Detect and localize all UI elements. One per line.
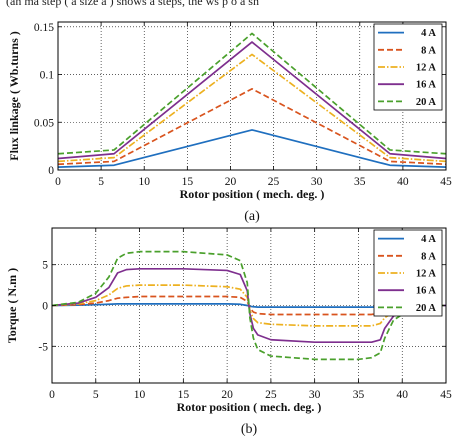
legend-label: 4 A (421, 234, 436, 245)
x-tick-label: 15 (178, 389, 190, 401)
x-tick-label: 45 (440, 389, 452, 401)
x-axis-label: Rotor position ( mech. deg. ) (180, 187, 325, 201)
x-tick-label: 25 (268, 176, 280, 188)
legend: 4 A 8 A 12 A 16 A 20 A (373, 229, 443, 317)
legend-box (373, 229, 443, 317)
legend-label: 16 A (416, 80, 437, 91)
series-line-12a (52, 284, 446, 327)
x-tick-label: 5 (98, 176, 104, 188)
legend-label: 16 A (416, 286, 437, 297)
x-tick-label: 25 (265, 389, 277, 401)
legend-label: 12 A (416, 269, 437, 280)
panel-label: (a) (244, 209, 260, 224)
plot-frame (57, 21, 447, 171)
series-line-8a (58, 87, 446, 166)
y-tick-label: 0.15 (34, 22, 54, 34)
legend-label: 8 A (421, 45, 436, 56)
x-tick-label: 0 (55, 176, 61, 188)
x-tick-label: 40 (396, 389, 408, 401)
x-tick-label: 10 (138, 176, 150, 188)
x-tick-label: 20 (225, 176, 237, 188)
y-tick-label: 5 (42, 260, 48, 272)
series-line-16a (52, 267, 446, 344)
y-tick-label: 0 (42, 301, 48, 313)
x-tick-label: 15 (182, 176, 194, 188)
y-tick-label: -5 (38, 341, 48, 353)
series-line-20a (52, 250, 446, 361)
legend-label: 12 A (416, 63, 437, 74)
legend-label: 8 A (421, 251, 436, 262)
x-tick-label: 20 (221, 389, 233, 401)
x-axis-label: Rotor position ( mech. deg. ) (177, 400, 322, 414)
flux-linkage-chart: 0 5 10 15 20 25 30 35 40 45 0 0.05 0.1 0.15 Rotor posi… (7, 21, 452, 224)
x-tick-label: 40 (397, 176, 409, 188)
legend: 4 A 8 A 12 A 16 A 20 A (373, 23, 443, 111)
series-line-4a (58, 129, 446, 168)
x-tick-label: 45 (440, 176, 452, 188)
y-tick-label: 0 (48, 165, 54, 177)
y-axis-label: Flux linkage ( Wb.turns ) (7, 31, 21, 160)
torque-chart: 0 5 10 15 20 25 30 35 40 45 -5 0 5 Rotor position ( m… (5, 227, 452, 437)
x-tick-label: 5 (93, 389, 99, 401)
panel-label: (b) (241, 422, 258, 437)
legend-label: 4 A (421, 28, 436, 39)
series-line-12a (58, 53, 446, 163)
y-tick-label: 0.1 (40, 70, 55, 82)
x-tick-label: 30 (311, 176, 323, 188)
caption-fragment: (an ma step ( a size a ) shows a steps, … (6, 0, 259, 8)
series-line-16a (58, 41, 446, 160)
x-tick-label: 35 (354, 176, 366, 188)
x-tick-label: 0 (49, 389, 55, 401)
legend-label: 20 A (416, 97, 437, 108)
series-line-20a (58, 32, 446, 155)
legend-label: 20 A (416, 303, 437, 314)
x-tick-label: 30 (309, 389, 321, 401)
y-axis-label: Torque ( N.m ) (5, 268, 19, 343)
y-tick-label: 0.05 (34, 117, 54, 129)
x-tick-label: 35 (353, 389, 365, 401)
legend-box (373, 23, 443, 111)
x-tick-label: 10 (134, 389, 146, 401)
